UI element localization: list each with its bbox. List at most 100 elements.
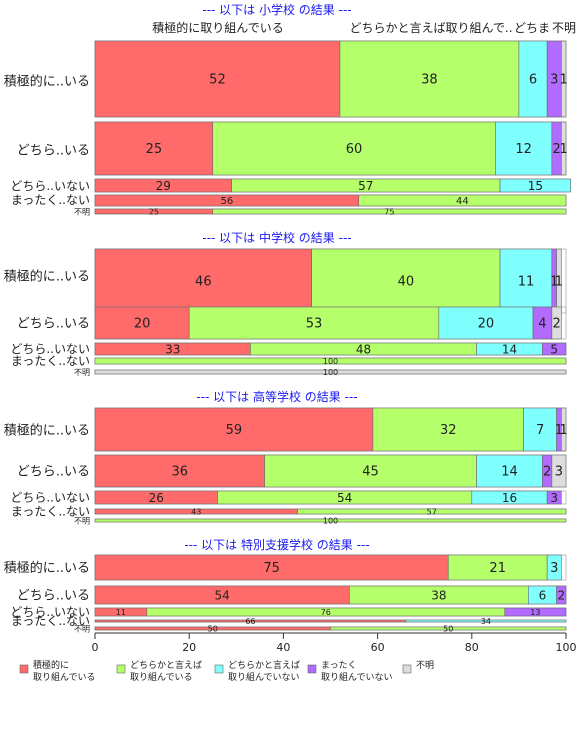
data-label: 36 [172,465,189,480]
panel-title: --- 以下は 小学校 の結果 --- [202,2,351,17]
legend-label: まったく [321,660,357,671]
data-label: 12 [515,142,532,157]
data-label: 13 [530,608,540,617]
bar-segment-s1 [94,554,449,581]
data-label: 25 [149,207,159,216]
data-label: 48 [356,342,371,356]
category-label: まったく..ない [11,614,90,628]
data-label: 20 [478,317,495,332]
legend-swatch [402,664,412,674]
x-tick-label: 60 [371,641,385,654]
data-label: 1 [560,73,568,88]
data-label: 2 [552,317,560,332]
bar-segment-s2 [94,518,567,523]
category-label: まったく..ない [11,505,90,519]
x-tick-label: 0 [92,641,99,654]
data-label: 11 [518,275,535,290]
bar-segment-s5 [560,40,567,118]
data-label: 32 [440,423,457,438]
data-label: 100 [323,357,338,366]
data-label: 1 [550,275,558,290]
legend-label: どちらかと言えば [130,659,202,671]
data-label: 1 [560,423,568,438]
data-label: 54 [215,588,230,602]
bar-segment-s4 [542,342,567,356]
data-label: 3 [555,465,563,480]
category-label: どちら..いる [17,465,90,480]
category-label: 不明 [74,624,90,633]
category-label: どちら..いる [17,144,90,159]
data-label: 2 [543,465,551,480]
data-label: 44 [456,196,469,207]
category-label: 積極的に..いる [4,423,90,439]
data-label: 33 [165,342,180,356]
data-label: 6 [539,588,547,602]
column-header: 不明 [552,21,576,35]
bar-segment-s2 [330,626,567,631]
legend-label: 取り組んでいない [321,671,393,683]
panel-title: --- 以下は 中学校 の結果 --- [202,230,351,245]
data-label: 53 [306,317,323,332]
data-label: 45 [362,465,379,480]
data-label: 75 [263,561,280,576]
bar-segment-s4 [504,607,567,617]
category-label: まったく..ない [11,354,90,368]
bar-segment-s1 [94,454,265,488]
data-label: 3 [550,73,558,88]
bar-segment-s2 [339,40,520,118]
data-label: 54 [337,491,352,505]
bar-segment-s2 [358,194,567,207]
bar-segment-s3 [405,619,567,623]
bar-segment-s3 [438,306,534,340]
legend-swatch [214,664,224,674]
data-label: 50 [208,624,218,633]
bar-segment-s1 [94,121,214,176]
data-label: 5 [550,342,558,356]
x-tick-label: 100 [556,641,577,654]
bar-segment-s1 [94,40,341,118]
data-label: 75 [384,207,394,216]
bar-segment-s5 [94,369,567,375]
data-label: 40 [398,275,415,290]
data-label: 1 [560,142,568,157]
category-label: まったく..ない [11,193,90,207]
bar-segment-s3 [523,407,557,452]
data-label: 3 [550,491,558,505]
category-label: 積極的に..いる [4,269,90,285]
data-label: 46 [195,275,212,290]
data-label: 52 [209,73,226,88]
data-label: 29 [156,179,171,193]
data-label: 20 [134,317,151,332]
category-label: どちら..いる [17,317,90,332]
data-label: 43 [191,507,201,516]
category-label: どちら..いない [10,179,90,193]
category-label: 不明 [74,368,90,377]
bar-segment-s5 [551,454,567,488]
data-label: 57 [358,179,373,193]
legend-label: 取り組んでいない [228,671,300,683]
category-label: 積極的に..いる [4,560,90,576]
category-label: どちら..いる [17,589,90,604]
data-label: 26 [149,491,164,505]
data-label: 6 [529,73,537,88]
legend-label: 不明 [416,660,434,671]
bar-segment-s2 [264,454,477,488]
legend-label: 取り組んでいる [33,671,96,683]
legend-label: 取り組んでいる [130,671,193,683]
bar-segment-s3 [495,121,553,176]
data-label: 21 [489,561,506,576]
category-label: 不明 [74,516,90,525]
bar-segment-s2 [188,306,440,340]
category-label: 積極的に..いる [4,74,90,90]
legend-swatch [307,664,317,674]
data-label: 66 [245,617,255,626]
category-label: どちら..いない [10,491,90,505]
column-header: 積極的に取り組んでいる [152,20,283,35]
bar-segment-s4 [546,490,562,505]
legend-label: 積極的に [33,659,69,671]
column-header: どちらかと言えば取り組んで.. [349,21,512,35]
data-label: 14 [502,342,517,356]
data-label: 34 [481,617,491,626]
bar-segment-s5 [560,407,567,452]
